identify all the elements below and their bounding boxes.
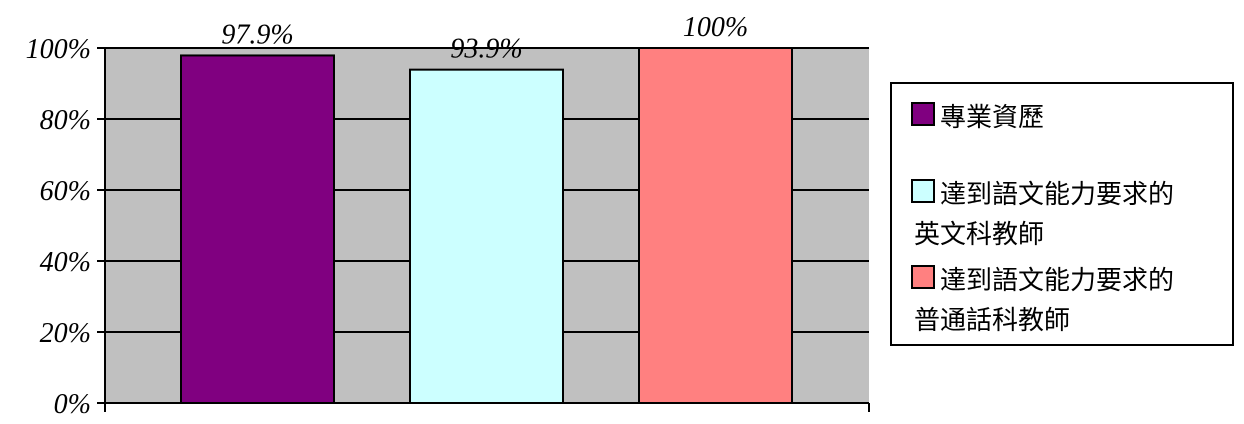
y-axis: 0% 20% 40% 60% 80% 100% xyxy=(26,34,106,420)
y-tick-label-1: 20% xyxy=(40,318,91,349)
legend-label-3-line-2: 普通話科教師 xyxy=(914,306,1070,336)
legend-box xyxy=(890,82,1234,346)
bars xyxy=(180,47,793,405)
bar-3 xyxy=(638,47,793,404)
legend-label-1-line-1: 專業資歷 xyxy=(940,103,1044,133)
y-tick-label-4: 80% xyxy=(40,105,91,136)
legend-label-2-line-2: 英文科教師 xyxy=(914,220,1044,250)
data-label-1: 97.9% xyxy=(221,19,293,50)
legend-label-3-line-1: 達到語文能力要求的 xyxy=(940,266,1174,296)
bar-2 xyxy=(409,68,564,404)
legend-swatch-3 xyxy=(911,265,935,289)
y-tick-label-5: 100% xyxy=(26,34,91,65)
legend-swatch-2 xyxy=(911,179,935,203)
data-label-2: 93.9% xyxy=(450,34,522,65)
bar-1 xyxy=(180,54,335,405)
y-tick-label-0: 0% xyxy=(54,389,91,420)
y-tick-label-2: 40% xyxy=(40,247,91,278)
y-tick-label-3: 60% xyxy=(40,176,91,207)
x-axis xyxy=(104,402,870,412)
legend-swatch-1 xyxy=(911,102,935,126)
legend-label-2-line-1: 達到語文能力要求的 xyxy=(940,180,1174,210)
data-labels: 97.9% 93.9% 100% xyxy=(221,12,748,65)
data-label-3: 100% xyxy=(683,12,748,43)
